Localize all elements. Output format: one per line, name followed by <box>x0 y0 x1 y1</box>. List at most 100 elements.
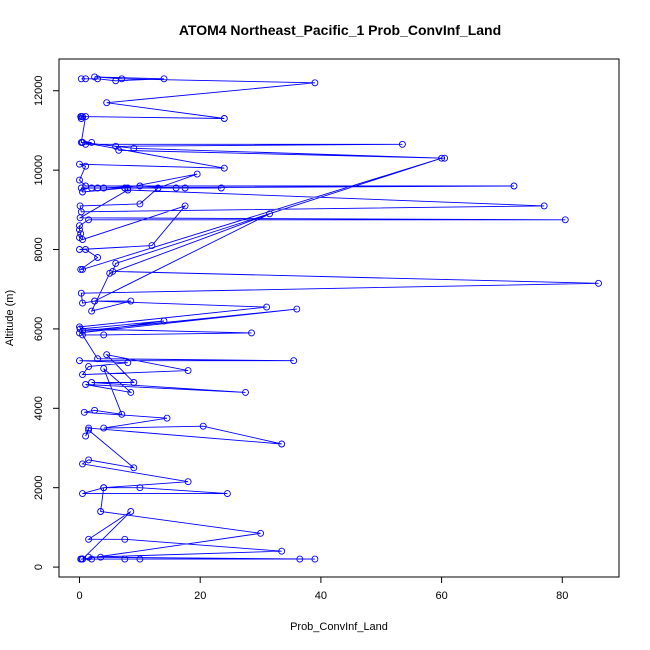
series-group <box>76 73 602 563</box>
data-point <box>112 259 120 267</box>
data-point <box>88 555 96 563</box>
data-point <box>266 210 274 218</box>
y-tick-label: 0 <box>33 564 45 570</box>
data-point <box>311 555 319 563</box>
data-point <box>160 317 168 325</box>
data-point <box>290 357 298 365</box>
data-point <box>82 75 90 83</box>
data-point <box>79 299 86 307</box>
data-point <box>220 164 228 172</box>
data-point <box>223 490 231 498</box>
data-point <box>115 146 123 154</box>
data-point <box>82 432 90 440</box>
data-point <box>130 379 138 386</box>
y-axis: 0 2000 4000 6000 8000 10000 12000 <box>33 75 60 570</box>
data-point <box>91 73 99 81</box>
data-point <box>172 184 180 192</box>
data-point <box>100 184 108 192</box>
data-point <box>77 75 85 83</box>
data-point <box>76 160 83 168</box>
data-point <box>82 113 90 121</box>
data-point <box>311 79 319 87</box>
x-tick-label: 40 <box>315 590 327 602</box>
data-point <box>184 478 192 486</box>
data-point <box>77 265 85 273</box>
data-point <box>100 365 108 373</box>
data-point <box>82 381 90 388</box>
data-point <box>76 214 84 222</box>
data-point <box>76 357 83 365</box>
data-point <box>91 406 99 414</box>
data-point <box>398 140 406 148</box>
y-axis-label: Altitude (m) <box>4 290 16 346</box>
data-point <box>124 184 132 192</box>
data-point <box>118 75 126 83</box>
chart-title: ATOM4 Northeast_Pacific_1 Prob_ConvInf_L… <box>179 22 501 38</box>
data-point <box>278 547 286 555</box>
data-point <box>124 359 132 367</box>
data-point <box>263 303 271 311</box>
data-point <box>293 305 301 313</box>
data-point <box>181 184 189 192</box>
x-axis-label: Prob_ConvInf_Land <box>290 621 388 633</box>
x-tick-label: 80 <box>556 590 568 602</box>
data-point <box>181 202 189 210</box>
data-point <box>77 184 85 192</box>
data-point <box>79 113 86 121</box>
data-point <box>79 490 86 498</box>
data-point <box>85 216 93 224</box>
data-point <box>136 200 144 208</box>
data-point <box>85 424 93 432</box>
data-point <box>127 297 135 305</box>
data-point <box>100 331 108 339</box>
data-point <box>79 460 86 468</box>
data-point <box>540 202 548 210</box>
data-point <box>118 410 126 418</box>
data-point <box>136 555 144 563</box>
plot-frame <box>58 58 620 578</box>
data-point <box>85 426 93 434</box>
x-tick-label: 0 <box>76 590 82 602</box>
data-point <box>163 414 171 422</box>
data-point <box>85 535 93 543</box>
y-tick-label: 6000 <box>33 317 45 341</box>
x-tick-label: 20 <box>194 590 206 602</box>
data-point <box>248 329 255 337</box>
data-point <box>136 182 144 190</box>
data-point <box>184 367 192 375</box>
data-point <box>127 388 135 396</box>
data-point <box>97 508 105 515</box>
data-point <box>76 325 84 333</box>
data-point <box>80 408 88 416</box>
data-point <box>77 289 85 297</box>
data-point <box>510 182 518 190</box>
y-tick-label: 10000 <box>33 155 45 186</box>
data-point <box>88 138 96 146</box>
data-point <box>103 351 111 359</box>
series-line <box>78 76 599 560</box>
data-point <box>595 279 602 287</box>
data-point <box>130 144 138 152</box>
data-point <box>130 464 138 472</box>
data-point <box>257 529 265 537</box>
data-point <box>121 535 129 543</box>
data-point <box>76 222 83 230</box>
data-point <box>88 307 96 315</box>
data-point <box>79 331 86 339</box>
x-tick-label: 60 <box>435 590 447 602</box>
data-point <box>121 555 129 563</box>
data-point <box>278 440 286 448</box>
y-tick-label: 12000 <box>33 75 45 106</box>
data-point <box>561 216 569 224</box>
data-point <box>79 188 86 196</box>
data-point <box>77 555 85 563</box>
data-point <box>242 388 249 396</box>
data-point <box>88 184 96 192</box>
data-point <box>76 176 83 184</box>
data-point <box>77 113 85 121</box>
data-point <box>85 456 93 464</box>
data-point <box>94 355 102 363</box>
data-point <box>100 424 108 432</box>
data-point <box>148 242 156 250</box>
